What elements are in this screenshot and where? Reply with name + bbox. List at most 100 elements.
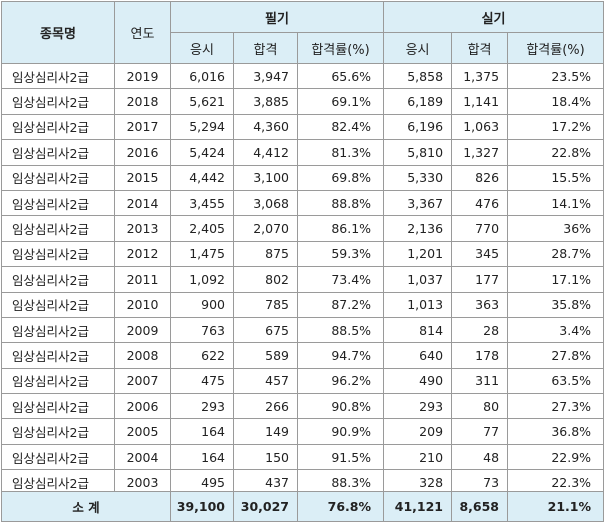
cell-practical-passed: 80 xyxy=(451,393,509,420)
cell-written-passed: 3,947 xyxy=(233,62,298,90)
total-row: 소 계 39,100 30,027 76.8% 41,121 8,658 21.… xyxy=(1,491,604,522)
cell-practical-applicants: 293 xyxy=(383,393,453,420)
cell-year: 2018 xyxy=(114,88,171,115)
cell-practical-pass-rate: 36.8% xyxy=(507,418,605,445)
cell-item-name: 임상심리사2급 xyxy=(1,139,115,166)
cell-written-applicants: 3,455 xyxy=(170,189,234,217)
cell-item-name: 임상심리사2급 xyxy=(1,62,115,90)
cell-year: 2009 xyxy=(114,316,171,344)
table-row: 임상심리사2급 2012 1,475 875 59.3% 1,201 345 28.7% xyxy=(1,240,605,268)
cell-practical-passed: 345 xyxy=(451,240,509,268)
table-row: 임상심리사2급 2008 622 589 94.7% 640 178 27.8% xyxy=(1,342,605,369)
cell-practical-passed: 178 xyxy=(451,342,509,369)
cell-written-passed: 3,100 xyxy=(233,164,298,191)
cell-practical-pass-rate: 36% xyxy=(507,215,605,242)
cell-written-passed: 589 xyxy=(233,342,298,369)
cell-practical-passed: 770 xyxy=(451,215,509,242)
cell-written-passed: 3,068 xyxy=(233,189,298,217)
header-practical-pass-rate: 합격률(%) xyxy=(507,32,605,64)
cell-practical-pass-rate: 14.1% xyxy=(507,189,605,217)
cell-written-pass-rate: 86.1% xyxy=(296,215,385,242)
header-written-passed: 합격 xyxy=(233,32,298,64)
header-year: 연도 xyxy=(114,1,171,64)
cell-written-applicants: 6,016 xyxy=(170,62,234,90)
cell-year: 2014 xyxy=(114,189,171,217)
cell-item-name: 임상심리사2급 xyxy=(1,367,115,395)
table-header: 종목명 연도 필기 실기 응시 합격 합격률(%) 응시 합격 합격률(%) xyxy=(1,1,605,64)
cell-written-passed: 4,360 xyxy=(233,113,298,141)
cell-item-name: 임상심리사2급 xyxy=(1,113,115,141)
cell-practical-applicants: 490 xyxy=(383,367,453,395)
cell-written-pass-rate: 81.3% xyxy=(296,139,385,166)
cell-written-pass-rate: 73.4% xyxy=(296,266,385,293)
cell-practical-passed: 826 xyxy=(451,164,509,191)
cell-written-pass-rate: 88.5% xyxy=(296,316,385,344)
cell-written-applicants: 5,621 xyxy=(170,88,234,115)
total-practical-applicants: 41,121 xyxy=(383,491,452,522)
cell-written-passed: 802 xyxy=(233,266,298,293)
cell-written-applicants: 1,092 xyxy=(170,266,234,293)
cell-written-pass-rate: 87.2% xyxy=(296,291,385,318)
header-written-pass-rate: 합격률(%) xyxy=(296,32,385,64)
cell-written-applicants: 622 xyxy=(170,342,234,369)
table-row: 임상심리사2급 2015 4,442 3,100 69.8% 5,330 826 15.5% xyxy=(1,164,605,191)
table-row: 임상심리사2급 2017 5,294 4,360 82.4% 6,196 1,063 17.2… xyxy=(1,113,605,141)
table-row: 임상심리사2급 2003 495 437 88.3% 328 73 22.3% xyxy=(1,469,605,496)
cell-year: 2012 xyxy=(114,240,171,268)
cell-year: 2004 xyxy=(114,443,171,471)
cell-practical-pass-rate: 22.9% xyxy=(507,443,605,471)
cell-written-applicants: 164 xyxy=(170,443,234,471)
table-row: 임상심리사2급 2018 5,621 3,885 69.1% 6,189 1,141 18.4… xyxy=(1,88,605,115)
exam-statistics-table: 종목명 연도 필기 실기 응시 합격 합격률(%) 응시 합격 합격률(%) 임… xyxy=(1,1,605,496)
cell-written-pass-rate: 94.7% xyxy=(296,342,385,369)
cell-practical-pass-rate: 63.5% xyxy=(507,367,605,395)
cell-practical-pass-rate: 18.4% xyxy=(507,88,605,115)
cell-practical-applicants: 5,330 xyxy=(383,164,453,191)
cell-written-applicants: 4,442 xyxy=(170,164,234,191)
cell-practical-applicants: 1,037 xyxy=(383,266,453,293)
cell-written-pass-rate: 90.8% xyxy=(296,393,385,420)
cell-practical-applicants: 6,196 xyxy=(383,113,453,141)
table-row: 임상심리사2급 2016 5,424 4,412 81.3% 5,810 1,327 22.8… xyxy=(1,139,605,166)
cell-written-pass-rate: 69.8% xyxy=(296,164,385,191)
total-practical-pass-rate: 21.1% xyxy=(507,491,604,522)
cell-practical-pass-rate: 27.8% xyxy=(507,342,605,369)
cell-written-applicants: 763 xyxy=(170,316,234,344)
cell-practical-applicants: 2,136 xyxy=(383,215,453,242)
cell-practical-passed: 476 xyxy=(451,189,509,217)
table-row: 임상심리사2급 2007 475 457 96.2% 490 311 63.5% xyxy=(1,367,605,395)
cell-practical-pass-rate: 15.5% xyxy=(507,164,605,191)
cell-practical-applicants: 5,858 xyxy=(383,62,453,90)
cell-written-passed: 457 xyxy=(233,367,298,395)
cell-practical-applicants: 5,810 xyxy=(383,139,453,166)
total-written-applicants: 39,100 xyxy=(170,491,234,522)
cell-practical-applicants: 640 xyxy=(383,342,453,369)
cell-written-passed: 4,412 xyxy=(233,139,298,166)
cell-practical-applicants: 210 xyxy=(383,443,453,471)
cell-written-pass-rate: 90.9% xyxy=(296,418,385,445)
cell-written-passed: 3,885 xyxy=(233,88,298,115)
total-label: 소 계 xyxy=(1,491,171,522)
cell-year: 2016 xyxy=(114,139,171,166)
cell-practical-pass-rate: 27.3% xyxy=(507,393,605,420)
cell-written-applicants: 900 xyxy=(170,291,234,318)
cell-written-passed: 785 xyxy=(233,291,298,318)
header-item-name: 종목명 xyxy=(1,1,115,64)
header-practical-applicants: 응시 xyxy=(383,32,453,64)
cell-written-pass-rate: 65.6% xyxy=(296,62,385,90)
table-row: 임상심리사2급 2005 164 149 90.9% 209 77 36.8% xyxy=(1,418,605,445)
cell-practical-applicants: 1,201 xyxy=(383,240,453,268)
cell-written-passed: 675 xyxy=(233,316,298,344)
cell-practical-passed: 1,375 xyxy=(451,62,509,90)
table-row: 임상심리사2급 2004 164 150 91.5% 210 48 22.9% xyxy=(1,443,605,471)
cell-item-name: 임상심리사2급 xyxy=(1,88,115,115)
cell-year: 2008 xyxy=(114,342,171,369)
cell-written-passed: 2,070 xyxy=(233,215,298,242)
table-row: 임상심리사2급 2006 293 266 90.8% 293 80 27.3% xyxy=(1,393,605,420)
cell-written-applicants: 293 xyxy=(170,393,234,420)
cell-written-pass-rate: 88.8% xyxy=(296,189,385,217)
table-row: 임상심리사2급 2009 763 675 88.5% 814 28 3.4% xyxy=(1,316,605,344)
cell-practical-passed: 48 xyxy=(451,443,509,471)
cell-item-name: 임상심리사2급 xyxy=(1,240,115,268)
table-row: 임상심리사2급 2014 3,455 3,068 88.8% 3,367 476 14.1% xyxy=(1,189,605,217)
